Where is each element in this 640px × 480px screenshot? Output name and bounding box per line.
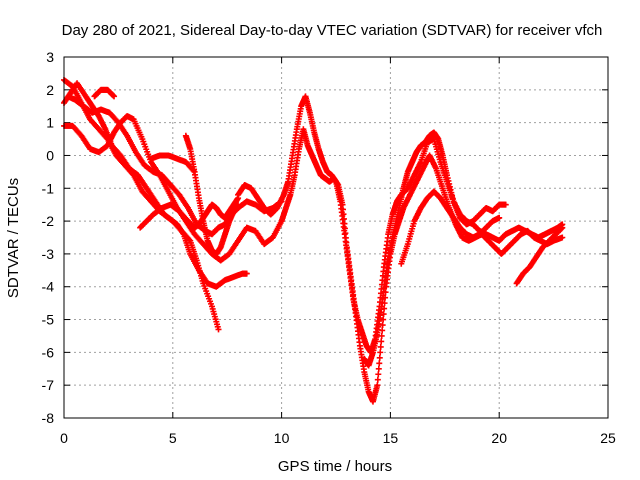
x-axis-ticks: 0 5 10 15 20 25 — [60, 57, 616, 446]
data-point — [374, 382, 381, 389]
y-tick-label: 1 — [46, 115, 54, 131]
x-tick-label: 5 — [169, 430, 177, 446]
x-tick-label: 20 — [491, 430, 507, 446]
data-point — [378, 332, 385, 339]
x-tick-label: 25 — [600, 430, 616, 446]
grid — [64, 57, 608, 418]
y-tick-label: 3 — [46, 49, 54, 65]
series-layer — [61, 76, 566, 405]
data-point — [496, 214, 503, 221]
y-axis-label: SDTVAR / TECUs — [5, 178, 22, 298]
data-point — [186, 236, 193, 243]
y-tick-label: -1 — [42, 180, 55, 196]
data-point — [559, 234, 566, 241]
series-track-8 — [182, 132, 242, 257]
data-point — [111, 93, 118, 100]
series-track-9 — [235, 93, 566, 356]
series-track-11 — [361, 129, 509, 369]
data-point — [375, 371, 382, 378]
data-point — [235, 201, 242, 208]
series-track-5 — [91, 86, 118, 100]
x-tick-label: 15 — [383, 430, 399, 446]
data-point — [559, 224, 566, 231]
data-point — [243, 270, 250, 277]
data-point — [380, 316, 387, 323]
y-tick-label: 2 — [46, 82, 54, 98]
y-tick-label: 0 — [46, 147, 54, 163]
series-track-6 — [137, 195, 242, 231]
x-tick-label: 10 — [274, 430, 290, 446]
chart-title: Day 280 of 2021, Sidereal Day-to-day VTE… — [62, 22, 603, 39]
data-point — [376, 354, 383, 361]
data-point — [215, 326, 222, 333]
series-track-2 — [61, 80, 222, 333]
data-point — [375, 365, 382, 372]
y-tick-label: -7 — [42, 377, 55, 393]
series-track-10 — [278, 126, 566, 405]
plot-frame — [63, 56, 609, 419]
data-point — [378, 338, 385, 345]
y-tick-label: -6 — [42, 344, 55, 360]
y-tick-label: -4 — [42, 279, 55, 295]
data-point — [374, 376, 381, 383]
data-point — [376, 360, 383, 367]
data-point — [379, 322, 386, 329]
y-axis-ticks: -8 -7 -6 -5 -4 -3 -2 -1 0 1 2 3 — [42, 49, 608, 426]
x-axis-label: GPS time / hours — [278, 458, 392, 475]
data-point — [502, 201, 509, 208]
x-tick-label: 0 — [60, 430, 68, 446]
y-tick-label: -5 — [42, 312, 55, 328]
data-point — [377, 343, 384, 350]
data-point — [377, 349, 384, 356]
y-tick-label: -2 — [42, 213, 55, 229]
series-track-13 — [513, 224, 566, 287]
y-tick-label: -3 — [42, 246, 55, 262]
series-track-12 — [398, 188, 503, 267]
y-tick-label: -8 — [42, 410, 55, 426]
